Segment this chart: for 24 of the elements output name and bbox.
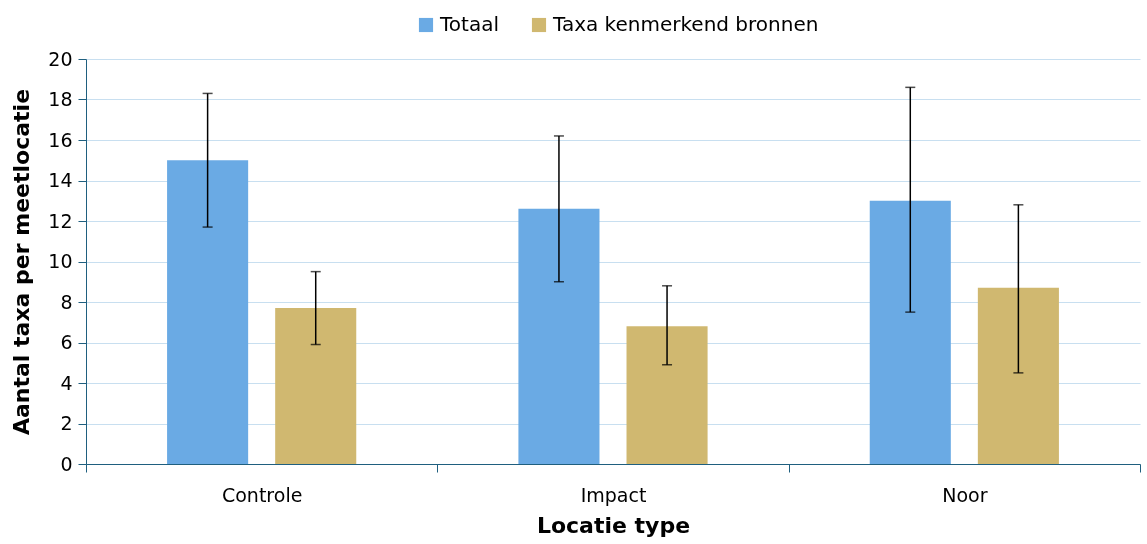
y-tick-label: 2	[60, 412, 73, 434]
x-tick-label: Noor	[942, 483, 988, 506]
bar	[869, 200, 951, 464]
y-tick-label: 6	[60, 331, 73, 353]
x-tick-label: Controle	[221, 483, 303, 506]
legend-label: Taxa kenmerkend bronnen	[552, 12, 819, 36]
bar	[518, 208, 600, 464]
y-tick-label: 20	[48, 47, 73, 70]
y-tick-label: 12	[48, 209, 73, 232]
x-tick-label: Impact	[580, 483, 647, 506]
y-tick-label: 8	[60, 290, 73, 313]
y-tick-label: 0	[60, 452, 73, 475]
y-tick-label: 10	[48, 250, 73, 272]
bar	[275, 308, 357, 464]
bar	[167, 160, 249, 464]
bar	[626, 326, 708, 464]
legend-label: Totaal	[439, 12, 499, 36]
x-axis-title: Locatie type	[536, 512, 691, 538]
y-tick-label: 16	[48, 128, 73, 151]
y-tick-label: 14	[48, 169, 73, 191]
bar	[977, 287, 1059, 464]
y-axis-title: Aantal taxa per meetlocatie	[9, 88, 35, 436]
y-tick-label: 18	[48, 88, 73, 110]
y-tick-label: 4	[60, 371, 73, 394]
